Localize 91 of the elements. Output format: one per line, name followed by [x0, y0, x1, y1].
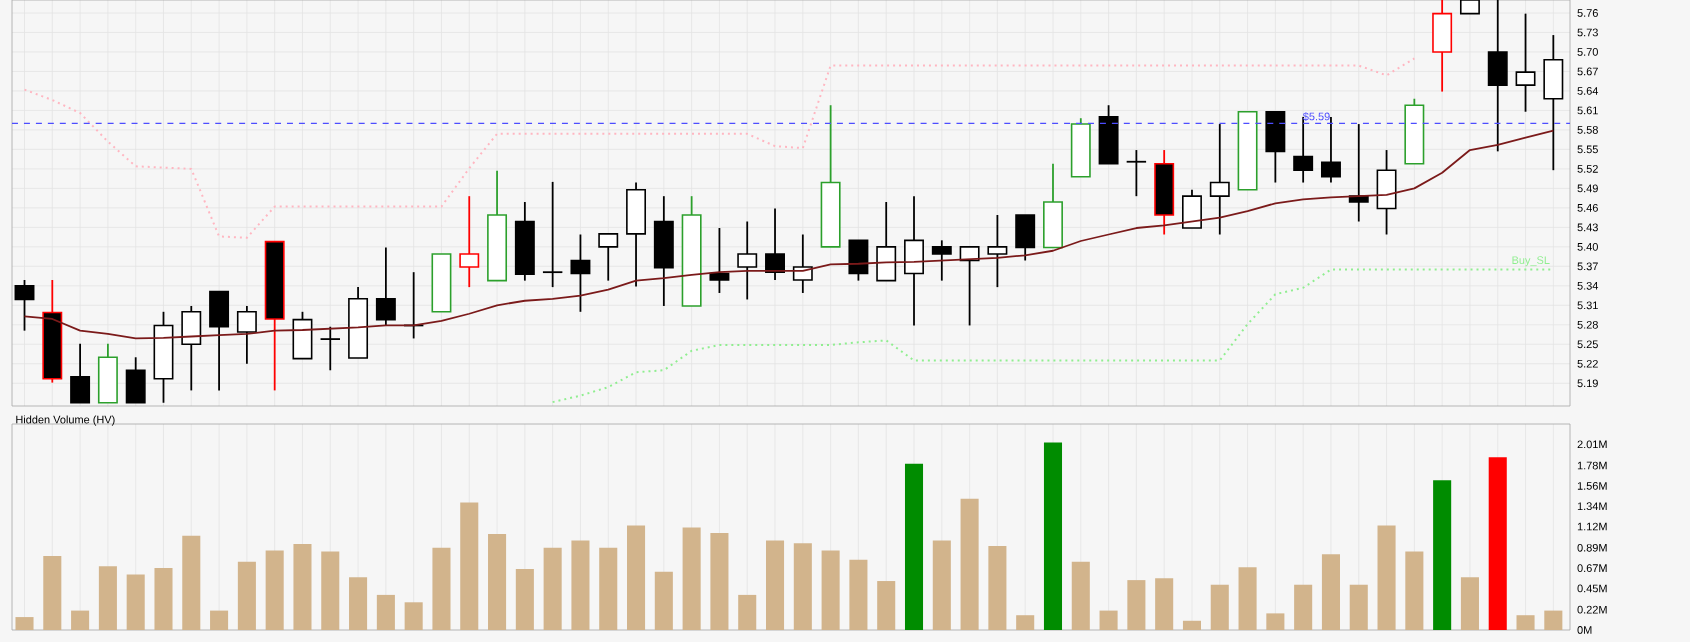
bar [1127, 580, 1146, 630]
bar [1488, 457, 1507, 630]
candlestick [181, 305, 202, 392]
bar [1349, 584, 1368, 630]
bar [1544, 610, 1563, 630]
bar [210, 610, 229, 630]
bar [877, 581, 896, 630]
candlestick [1376, 149, 1397, 236]
candlestick [1125, 149, 1148, 198]
bar [1460, 577, 1479, 630]
bar [849, 559, 868, 630]
candlestick [375, 246, 396, 327]
bar [1210, 584, 1229, 630]
candlestick [292, 310, 313, 360]
candlestick [709, 227, 730, 294]
bar [682, 527, 701, 630]
candlestick [1265, 110, 1286, 184]
bar [1182, 620, 1202, 630]
candlestick [931, 239, 952, 282]
bar [98, 566, 117, 630]
bar [1516, 615, 1535, 630]
bar [627, 525, 646, 630]
candlestick [1209, 123, 1230, 236]
bar [1266, 613, 1285, 630]
bar [1099, 610, 1118, 630]
bar [460, 502, 479, 630]
candlestick [1043, 162, 1063, 249]
candlestick [97, 342, 118, 404]
bar [543, 547, 562, 630]
bar [1016, 615, 1035, 630]
bar [1238, 567, 1257, 630]
bar [904, 463, 924, 630]
bar [821, 550, 840, 630]
bar [932, 540, 951, 630]
bar [1294, 584, 1313, 630]
bar [1155, 578, 1174, 630]
candlestick [1543, 34, 1564, 172]
bar [1433, 480, 1452, 630]
bar [793, 543, 812, 630]
candlestick [598, 232, 619, 282]
candlestick [1515, 12, 1536, 113]
candlestick [319, 325, 341, 372]
bar [988, 545, 1007, 630]
candlestick [1098, 104, 1119, 165]
bar [321, 551, 340, 630]
bar [515, 569, 534, 630]
candlestick [904, 195, 924, 327]
bar [126, 574, 145, 630]
bar [349, 577, 368, 630]
bar [376, 594, 395, 630]
bar [15, 617, 34, 630]
candlestick [542, 180, 564, 289]
candlestick [14, 279, 35, 332]
bar [488, 533, 507, 630]
candlestick [848, 239, 869, 282]
bar [765, 540, 785, 630]
bar [1071, 561, 1090, 630]
candlestick [653, 195, 674, 307]
bar [265, 550, 284, 630]
bar [738, 594, 757, 630]
bar [43, 556, 62, 630]
candlestick [209, 290, 230, 392]
candlestick [626, 181, 647, 288]
candlestick [125, 356, 146, 404]
bar [1405, 551, 1424, 630]
bar [599, 547, 618, 630]
candlestick [765, 207, 785, 281]
bar [1377, 525, 1396, 630]
bar [654, 571, 673, 630]
bar [404, 602, 423, 630]
bar [71, 610, 90, 630]
bar [1321, 554, 1340, 630]
candlestick [236, 305, 257, 365]
bar [1043, 442, 1063, 630]
candlestick [70, 342, 91, 404]
bar [182, 535, 201, 630]
bar [960, 498, 979, 630]
bar [237, 561, 256, 630]
candlestick [987, 214, 1008, 289]
candlestick [1182, 188, 1202, 229]
candlestick [1487, 0, 1508, 153]
candlestick [570, 233, 591, 313]
candlestick [459, 195, 480, 289]
bar [154, 568, 173, 630]
bar [710, 533, 729, 630]
candlestick [737, 220, 758, 301]
candlestick [1015, 214, 1036, 262]
bar [571, 540, 590, 630]
bar [293, 544, 312, 630]
bar [432, 547, 451, 630]
candlestick [876, 201, 897, 282]
